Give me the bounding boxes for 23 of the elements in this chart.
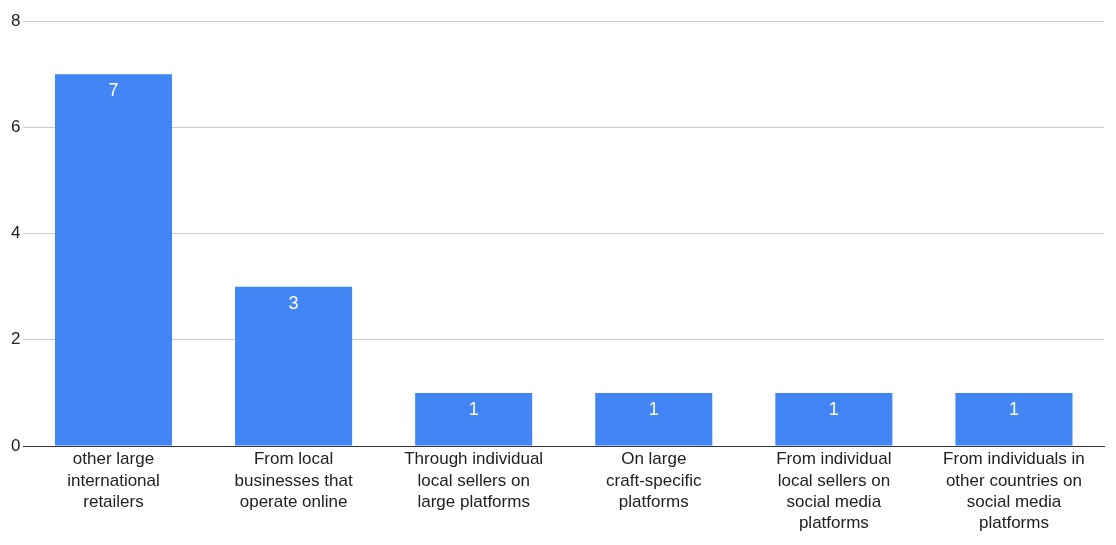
y-tick-label: 8 bbox=[10, 10, 21, 30]
data-label: 1 bbox=[1008, 398, 1019, 419]
data-label: 1 bbox=[468, 398, 479, 419]
y-tick-label: 2 bbox=[10, 329, 21, 349]
y-tick-label: 6 bbox=[10, 117, 21, 137]
bar bbox=[775, 392, 893, 446]
x-tick-label: From individual local sellers on social media platforms bbox=[776, 449, 892, 533]
y-tick-label: 0 bbox=[10, 435, 21, 455]
x-tick-label: On large craft-specific platforms bbox=[606, 449, 702, 511]
bar bbox=[235, 286, 353, 446]
data-label: 1 bbox=[828, 398, 839, 419]
x-tick-label: other large international retailers bbox=[67, 449, 160, 511]
x-tick-label: From local businesses that operate online bbox=[234, 449, 353, 511]
bar bbox=[595, 392, 713, 446]
y-tick-label: 4 bbox=[10, 223, 21, 243]
data-label: 7 bbox=[108, 80, 119, 101]
x-tick-label: From individuals in other countries on social media platforms bbox=[943, 449, 1085, 533]
data-label: 1 bbox=[648, 398, 659, 419]
data-label: 3 bbox=[288, 292, 299, 313]
x-tick-label: Through individual local sellers on large platforms bbox=[404, 449, 544, 511]
bar bbox=[955, 392, 1073, 446]
bar bbox=[54, 74, 173, 446]
bar bbox=[415, 392, 533, 446]
